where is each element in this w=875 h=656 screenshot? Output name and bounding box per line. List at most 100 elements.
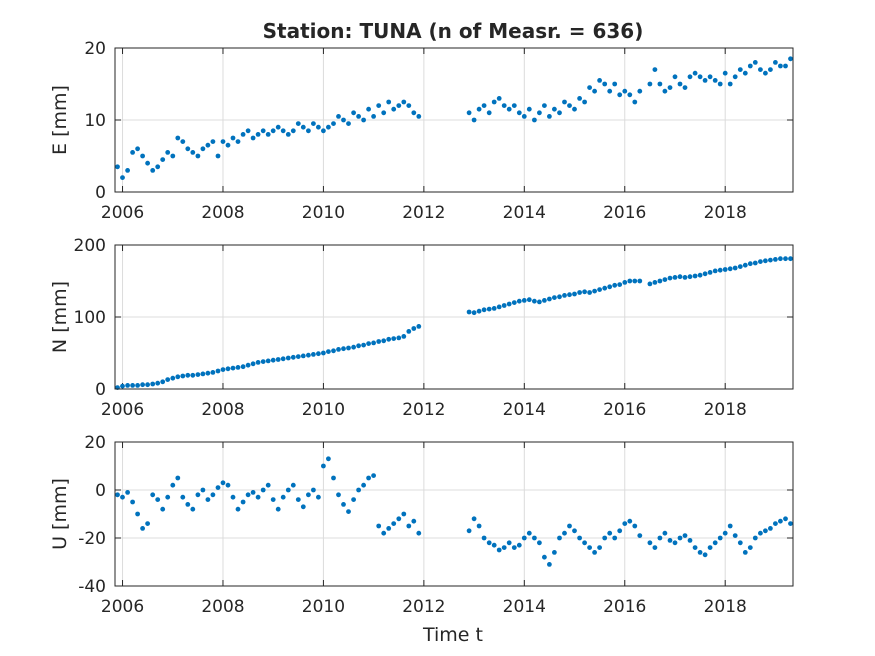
north-data-point (280, 356, 286, 362)
up-data-point (783, 516, 788, 522)
up-data-point (722, 530, 728, 536)
north-data-point (170, 375, 176, 381)
north-data-point (587, 290, 592, 295)
up-axes-frame (114, 441, 794, 587)
up-data-point (486, 540, 492, 546)
east-data-point (386, 99, 392, 105)
up-plot-area (115, 442, 793, 586)
east-data-point (732, 74, 738, 80)
east-data-point (306, 128, 311, 134)
north-data-point (361, 342, 366, 348)
up-data-point (250, 490, 256, 495)
east-data-point (210, 139, 216, 145)
north-data-point (381, 338, 387, 344)
north-data-point (778, 256, 783, 262)
up-data-point (612, 535, 618, 541)
east-data-point (722, 70, 728, 76)
up-y-tick-label: 0 (95, 481, 106, 501)
up-data-point (190, 506, 196, 512)
north-data-point (185, 372, 191, 378)
east-data-point (652, 67, 658, 72)
east-data-point (582, 99, 587, 105)
up-data-point (140, 526, 146, 531)
up-data-point (180, 494, 186, 500)
east-data-point (672, 74, 678, 80)
north-data-point (471, 310, 477, 316)
up-data-point (572, 528, 577, 534)
east-data-point (677, 81, 683, 87)
north-data-point (537, 299, 542, 305)
up-data-point (170, 482, 176, 488)
east-data-point (331, 121, 336, 126)
up-data-point (617, 528, 623, 534)
east-data-point (612, 81, 618, 87)
east-x-tick-label: 2018 (704, 203, 747, 223)
north-data-point (180, 373, 186, 379)
chart-title: Station: TUNA (n of Measr. = 636) (263, 19, 644, 43)
east-data-point (245, 128, 251, 134)
up-data-point (306, 492, 311, 498)
east-data-point (602, 81, 608, 87)
up-data-point (657, 535, 663, 541)
east-data-point (617, 92, 623, 98)
north-data-point (341, 346, 346, 352)
north-data-point (602, 285, 608, 291)
up-data-point (481, 535, 487, 541)
north-data-point (331, 348, 336, 354)
north-data-point (316, 351, 321, 357)
up-data-point (220, 480, 226, 486)
east-data-point (401, 99, 407, 105)
up-data-point (311, 487, 316, 493)
east-data-point (491, 99, 497, 105)
east-data-point (346, 121, 351, 126)
north-data-point (582, 289, 587, 295)
east-data-point (537, 110, 542, 116)
up-data-point (406, 523, 412, 529)
up-data-point (582, 540, 587, 546)
up-data-point (537, 540, 542, 546)
north-data-point (592, 288, 597, 294)
up-data-point (195, 492, 201, 498)
north-data-point (120, 383, 125, 389)
east-data-point (542, 103, 547, 108)
north-data-point (516, 298, 522, 304)
north-data-point (336, 347, 341, 352)
north-data-point (707, 270, 713, 275)
east-data-point (150, 168, 156, 173)
east-data-point (280, 128, 286, 134)
east-data-point (526, 106, 532, 112)
east-data-point (752, 60, 758, 65)
up-data-point (707, 545, 713, 550)
east-data-point (351, 110, 356, 116)
up-data-point (737, 540, 743, 546)
east-data-point (632, 99, 638, 105)
north-data-point (577, 290, 582, 295)
east-data-point (592, 88, 597, 94)
north-data-point (662, 277, 668, 282)
up-x-tick-label: 2016 (603, 597, 646, 617)
east-data-point (597, 78, 602, 83)
up-data-point (290, 482, 296, 488)
east-data-point (185, 146, 191, 152)
up-data-point (742, 550, 748, 555)
up-data-point (265, 482, 271, 488)
north-data-point (165, 377, 171, 382)
up-x-tick-label: 2014 (503, 597, 546, 617)
north-data-point (747, 261, 753, 267)
up-data-point (386, 526, 392, 531)
up-data-point (622, 521, 628, 526)
east-data-point (773, 60, 778, 65)
north-axes-frame (114, 244, 794, 390)
up-data-point (401, 511, 407, 517)
north-data-point (175, 374, 181, 380)
north-data-point (135, 383, 141, 388)
north-data-point (567, 292, 572, 298)
north-data-point (667, 275, 673, 281)
north-data-point (205, 370, 211, 376)
north-x-tick-label: 2016 (603, 400, 646, 420)
east-data-point (396, 103, 402, 108)
up-data-point (185, 502, 191, 507)
up-data-point (230, 494, 236, 500)
up-data-point (411, 518, 417, 524)
up-data-point (346, 509, 351, 514)
